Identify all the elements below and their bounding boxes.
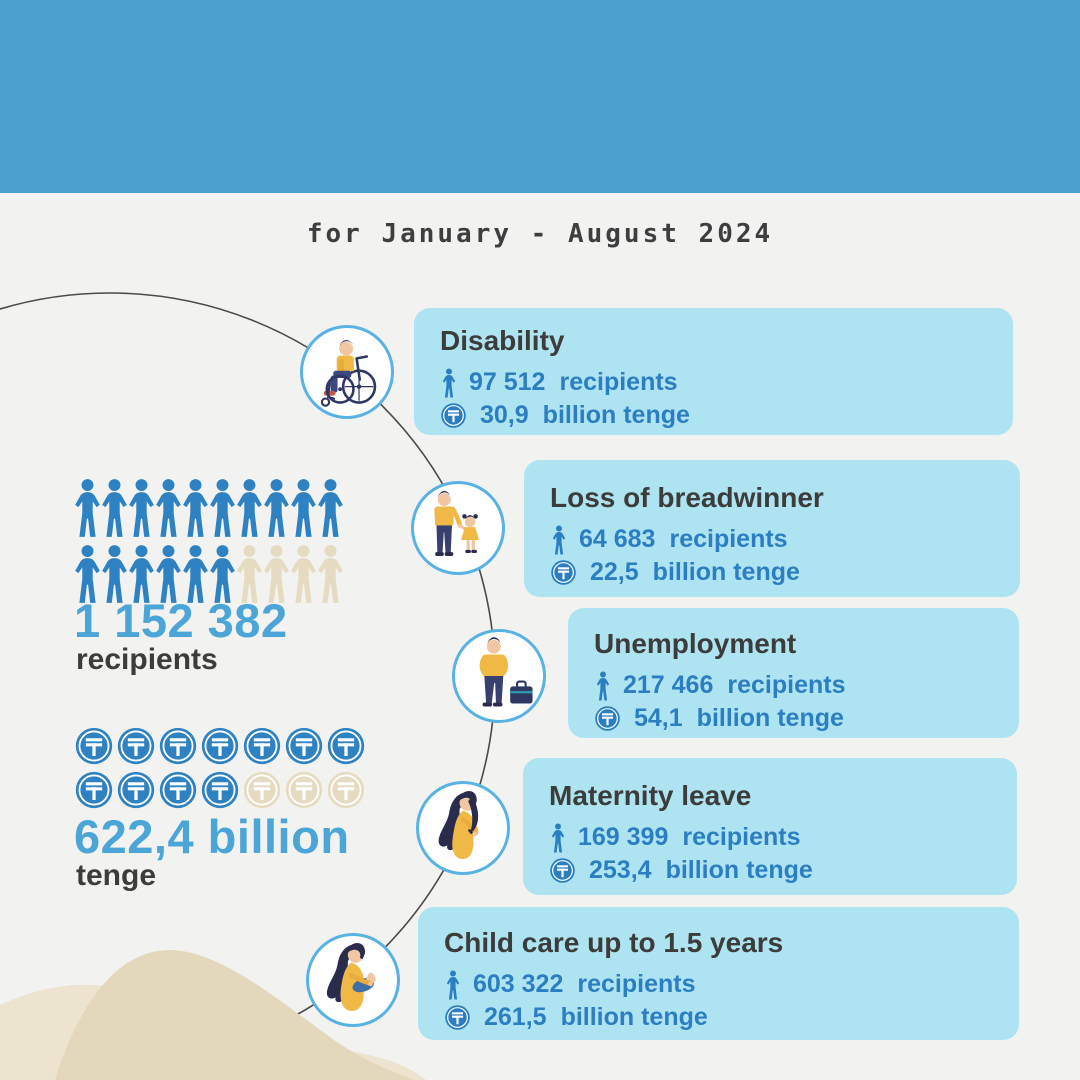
tenge-coin-icon bbox=[284, 726, 324, 766]
tenge-coin-icon bbox=[242, 726, 282, 766]
recipients-row: 603 322 recipients bbox=[444, 968, 999, 1001]
pregnant-woman-icon bbox=[416, 781, 510, 875]
person-in-wheelchair-icon bbox=[300, 325, 394, 419]
person-icon-empty bbox=[290, 543, 317, 605]
recipients-row: 217 466 recipients bbox=[594, 669, 999, 702]
card-title: Disability bbox=[440, 325, 565, 356]
amount-label: billion tenge bbox=[652, 558, 800, 586]
person-icon bbox=[317, 477, 344, 539]
amount-value: 261,5 bbox=[484, 1003, 547, 1031]
total-recipients-value: 1 152 382 bbox=[74, 594, 288, 647]
person-icon bbox=[552, 525, 566, 555]
tenge-coin-icon-empty bbox=[242, 770, 282, 810]
person-icon bbox=[263, 477, 290, 539]
tenge-coin-icon bbox=[116, 726, 156, 766]
recipients-row: 64 683 recipients bbox=[550, 523, 1000, 556]
tenge-coin-icon bbox=[116, 770, 156, 810]
tenge-coin-icon bbox=[158, 770, 198, 810]
people-pictogram bbox=[74, 477, 344, 609]
recipients-label: recipients bbox=[577, 970, 696, 998]
amount-label: billion tenge bbox=[696, 704, 844, 732]
person-icon bbox=[155, 477, 182, 539]
card-disability: Disability 97 512 recipients 30,9 billio… bbox=[414, 308, 1013, 435]
tenge-coin-icon bbox=[200, 770, 240, 810]
recipients-row: 169 399 recipients bbox=[549, 821, 997, 854]
card-unemployment: Unemployment 217 466 recipients 54,1 bil… bbox=[568, 608, 1019, 738]
person-icon bbox=[74, 477, 101, 539]
person-icon bbox=[290, 477, 317, 539]
amount-label: billion tenge bbox=[542, 401, 690, 429]
tenge-coin-icon-empty bbox=[284, 770, 324, 810]
amount-value: 22,5 bbox=[590, 558, 639, 586]
tenge-coin-icon bbox=[440, 402, 467, 429]
total-recipients-label: recipients bbox=[76, 643, 218, 676]
card-title: Unemployment bbox=[594, 628, 797, 659]
coins-pictogram bbox=[74, 726, 366, 814]
recipients-label: recipients bbox=[682, 823, 801, 851]
person-icon bbox=[182, 477, 209, 539]
recipients-value: 97 512 bbox=[469, 368, 546, 396]
tenge-coin-icon bbox=[326, 726, 366, 766]
person-icon bbox=[101, 477, 128, 539]
amount-value: 54,1 bbox=[634, 704, 683, 732]
recipients-value: 64 683 bbox=[579, 525, 656, 553]
person-icon bbox=[446, 970, 460, 1000]
recipients-label: recipients bbox=[669, 525, 788, 553]
person-icon bbox=[551, 823, 565, 853]
card-loss-of-breadwinner: Loss of breadwinner 64 683 recipients 22… bbox=[524, 460, 1020, 597]
person-icon bbox=[442, 368, 456, 398]
tenge-coin-icon bbox=[158, 726, 198, 766]
recipients-label: recipients bbox=[727, 671, 846, 699]
recipients-value: 217 466 bbox=[623, 671, 714, 699]
amount-label: billion tenge bbox=[560, 1003, 708, 1031]
card-title: Maternity leave bbox=[549, 780, 752, 811]
amount-label: billion tenge bbox=[665, 856, 813, 884]
person-icon bbox=[128, 477, 155, 539]
amount-row: 30,9 billion tenge bbox=[440, 399, 993, 432]
person-icon bbox=[596, 671, 610, 701]
card-title: Loss of breadwinner bbox=[550, 482, 824, 513]
tenge-coin-icon bbox=[549, 857, 576, 884]
tenge-coin-icon bbox=[74, 770, 114, 810]
tenge-coin-icon bbox=[444, 1004, 471, 1031]
recipients-label: recipients bbox=[559, 368, 678, 396]
subtitle-period: for January - August 2024 bbox=[306, 219, 774, 249]
mother-with-baby-icon bbox=[306, 933, 400, 1027]
person-icon bbox=[209, 477, 236, 539]
tenge-coin-icon bbox=[550, 559, 577, 586]
amount-row: 54,1 billion tenge bbox=[594, 702, 999, 735]
amount-row: 261,5 billion tenge bbox=[444, 1001, 999, 1034]
amount-value: 253,4 bbox=[589, 856, 652, 884]
amount-row: 22,5 billion tenge bbox=[550, 556, 1000, 589]
card-title: Child care up to 1.5 years bbox=[444, 927, 784, 958]
card-child-care: Child care up to 1.5 years 603 322 recip… bbox=[418, 907, 1019, 1040]
recipients-row: 97 512 recipients bbox=[440, 366, 993, 399]
card-maternity-leave: Maternity leave 169 399 recipients 253,4… bbox=[523, 758, 1017, 895]
recipients-value: 169 399 bbox=[578, 823, 669, 851]
person-icon bbox=[236, 477, 263, 539]
tenge-coin-icon bbox=[74, 726, 114, 766]
header bbox=[0, 0, 1080, 193]
tenge-coin-icon bbox=[200, 726, 240, 766]
amount-row: 253,4 billion tenge bbox=[549, 854, 997, 887]
man-with-briefcase-icon bbox=[452, 629, 546, 723]
amount-value: 30,9 bbox=[480, 401, 529, 429]
tenge-coin-icon-empty bbox=[326, 770, 366, 810]
total-amount-label: tenge bbox=[76, 859, 157, 892]
father-with-child-icon bbox=[411, 481, 505, 575]
recipients-value: 603 322 bbox=[473, 970, 564, 998]
person-icon-empty bbox=[317, 543, 344, 605]
tenge-coin-icon bbox=[594, 705, 621, 732]
total-amount-value: 622,4 billion bbox=[74, 810, 350, 863]
